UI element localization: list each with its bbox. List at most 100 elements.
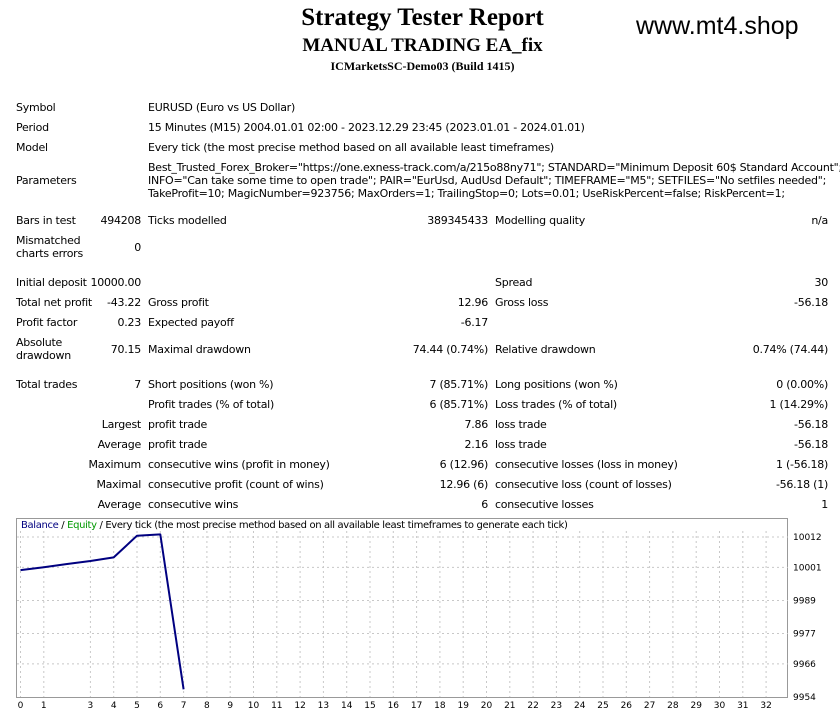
model-value: Every tick (the most precise method base… [148,141,554,154]
x-tick-label: 14 [341,701,353,711]
modelling-quality-label: Modelling quality [495,214,585,227]
profit-factor-label: Profit factor [16,316,78,329]
gross-loss-label: Gross loss [495,296,549,309]
legend-description: Every tick (the most precise method base… [105,520,568,531]
absolute-drawdown-value: 70.15 [110,343,142,356]
maximal-consecutive-loss-label: consecutive loss (count of losses) [495,478,672,491]
profit-trades-label: Profit trades (% of total) [148,398,275,411]
x-tick-label: 29 [690,701,702,711]
total-net-profit-label: Total net profit [16,296,92,309]
parameters-line-1: Best_Trusted_Forex_Broker="https://one.e… [148,161,840,174]
x-tick-label: 20 [481,701,493,711]
bars-value: 494208 [100,214,142,227]
y-tick-label: 9954 [793,693,816,703]
maximal-label: Maximal [96,478,141,491]
maximal-consecutive-profit-label: consecutive profit (count of wins) [148,478,324,491]
loss-trades-value: 1 (14.29%) [769,398,828,411]
model-label: Model [16,141,48,154]
y-tick-label: 9966 [793,660,816,670]
average-consecutive-wins-value: 6 [481,498,488,511]
maximal-consecutive-profit-value: 12.96 (6) [439,478,489,491]
gross-profit-value: 12.96 [457,296,489,309]
mismatch-value: 0 [134,241,141,254]
average-label: Average [97,438,142,451]
x-tick-label: 22 [527,701,538,711]
balance-line [20,533,185,690]
x-tick-label: 30 [714,701,726,711]
long-positions-value: 0 (0.00%) [776,378,828,391]
largest-profit-value: 7.86 [464,418,489,431]
x-tick-label: 19 [457,701,469,711]
average-loss-value: -56.18 [794,438,828,451]
x-tick-label: 3 [88,701,94,711]
x-tick-label: 11 [271,701,282,711]
mismatch-label-2: charts errors [16,247,83,260]
balance-chart-frame [16,518,788,698]
absolute-drawdown-label-2: drawdown [16,349,71,362]
x-tick-label: 5 [134,701,140,711]
chart-legend: Balance / Equity / Every tick (the most … [21,520,568,531]
largest-loss-value: -56.18 [794,418,828,431]
ticks-value: 389345433 [427,214,488,227]
expected-payoff-label: Expected payoff [148,316,234,329]
average-consecutive-label: Average [97,498,142,511]
y-tick-label: 10001 [793,563,822,573]
x-tick-label: 26 [621,701,633,711]
period-value: 15 Minutes (M15) 2004.01.01 02:00 - 2023… [148,121,585,134]
x-tick-label: 16 [388,701,400,711]
mismatch-label-1: Mismatched [16,234,81,247]
largest-loss-label: loss trade [495,418,547,431]
average-consecutive-losses-label: consecutive losses [495,498,594,511]
short-positions-value: 7 (85.71%) [429,378,488,391]
average-profit-value: 2.16 [464,438,489,451]
x-tick-label: 9 [227,701,233,711]
total-net-profit-value: -43.22 [107,296,141,309]
x-tick-label: 23 [551,701,562,711]
gross-loss-value: -56.18 [794,296,828,309]
legend-equity: Equity [67,520,97,531]
bars-label: Bars in test [16,214,76,227]
symbol-label: Symbol [16,101,56,114]
legend-separator-2: / [96,520,106,531]
long-positions-label: Long positions (won %) [495,378,618,391]
spread-label: Spread [495,276,533,289]
expected-payoff-value: -6.17 [460,316,488,329]
x-tick-label: 10 [248,701,260,711]
x-tick-label: 27 [644,701,655,711]
total-trades-label: Total trades [16,378,78,391]
y-tick-label: 9989 [793,596,816,606]
initial-deposit-label: Initial deposit [16,276,87,289]
x-tick-label: 28 [667,701,679,711]
period-label: Period [16,121,49,134]
y-tick-label: 9977 [793,630,816,640]
x-tick-label: 21 [504,701,515,711]
ticks-label: Ticks modelled [148,214,227,227]
max-consecutive-losses-label: consecutive losses (loss in money) [495,458,678,471]
maximal-consecutive-loss-value: -56.18 (1) [775,478,828,491]
spread-value: 30 [814,276,829,289]
report-subtitle: MANUAL TRADING EA_fix [302,35,543,56]
maximal-drawdown-value: 74.44 (0.74%) [412,343,489,356]
largest-profit-label: profit trade [148,418,208,431]
x-tick-label: 12 [294,701,305,711]
x-tick-label: 0 [18,701,24,711]
report-server: ICMarketsSC-Demo03 (Build 1415) [330,59,515,73]
average-consecutive-wins-label: consecutive wins [148,498,239,511]
average-loss-label: loss trade [495,438,547,451]
x-tick-label: 6 [157,701,163,711]
symbol-value: EURUSD (Euro vs US Dollar) [148,101,296,114]
x-tick-label: 24 [574,701,586,711]
x-tick-label: 31 [737,701,748,711]
maximum-label: Maximum [88,458,142,471]
x-tick-label: 25 [597,701,608,711]
legend-balance: Balance [21,520,59,531]
loss-trades-label: Loss trades (% of total) [495,398,617,411]
parameters-line-2: INFO="Can take some time to open trade";… [148,174,827,187]
profit-factor-value: 0.23 [117,316,142,329]
gross-profit-label: Gross profit [148,296,209,309]
max-consecutive-wins-value: 6 (12.96) [439,458,489,471]
average-profit-label: profit trade [148,438,208,451]
relative-drawdown-value: 0.74% (74.44) [752,343,829,356]
largest-label: Largest [101,418,142,431]
